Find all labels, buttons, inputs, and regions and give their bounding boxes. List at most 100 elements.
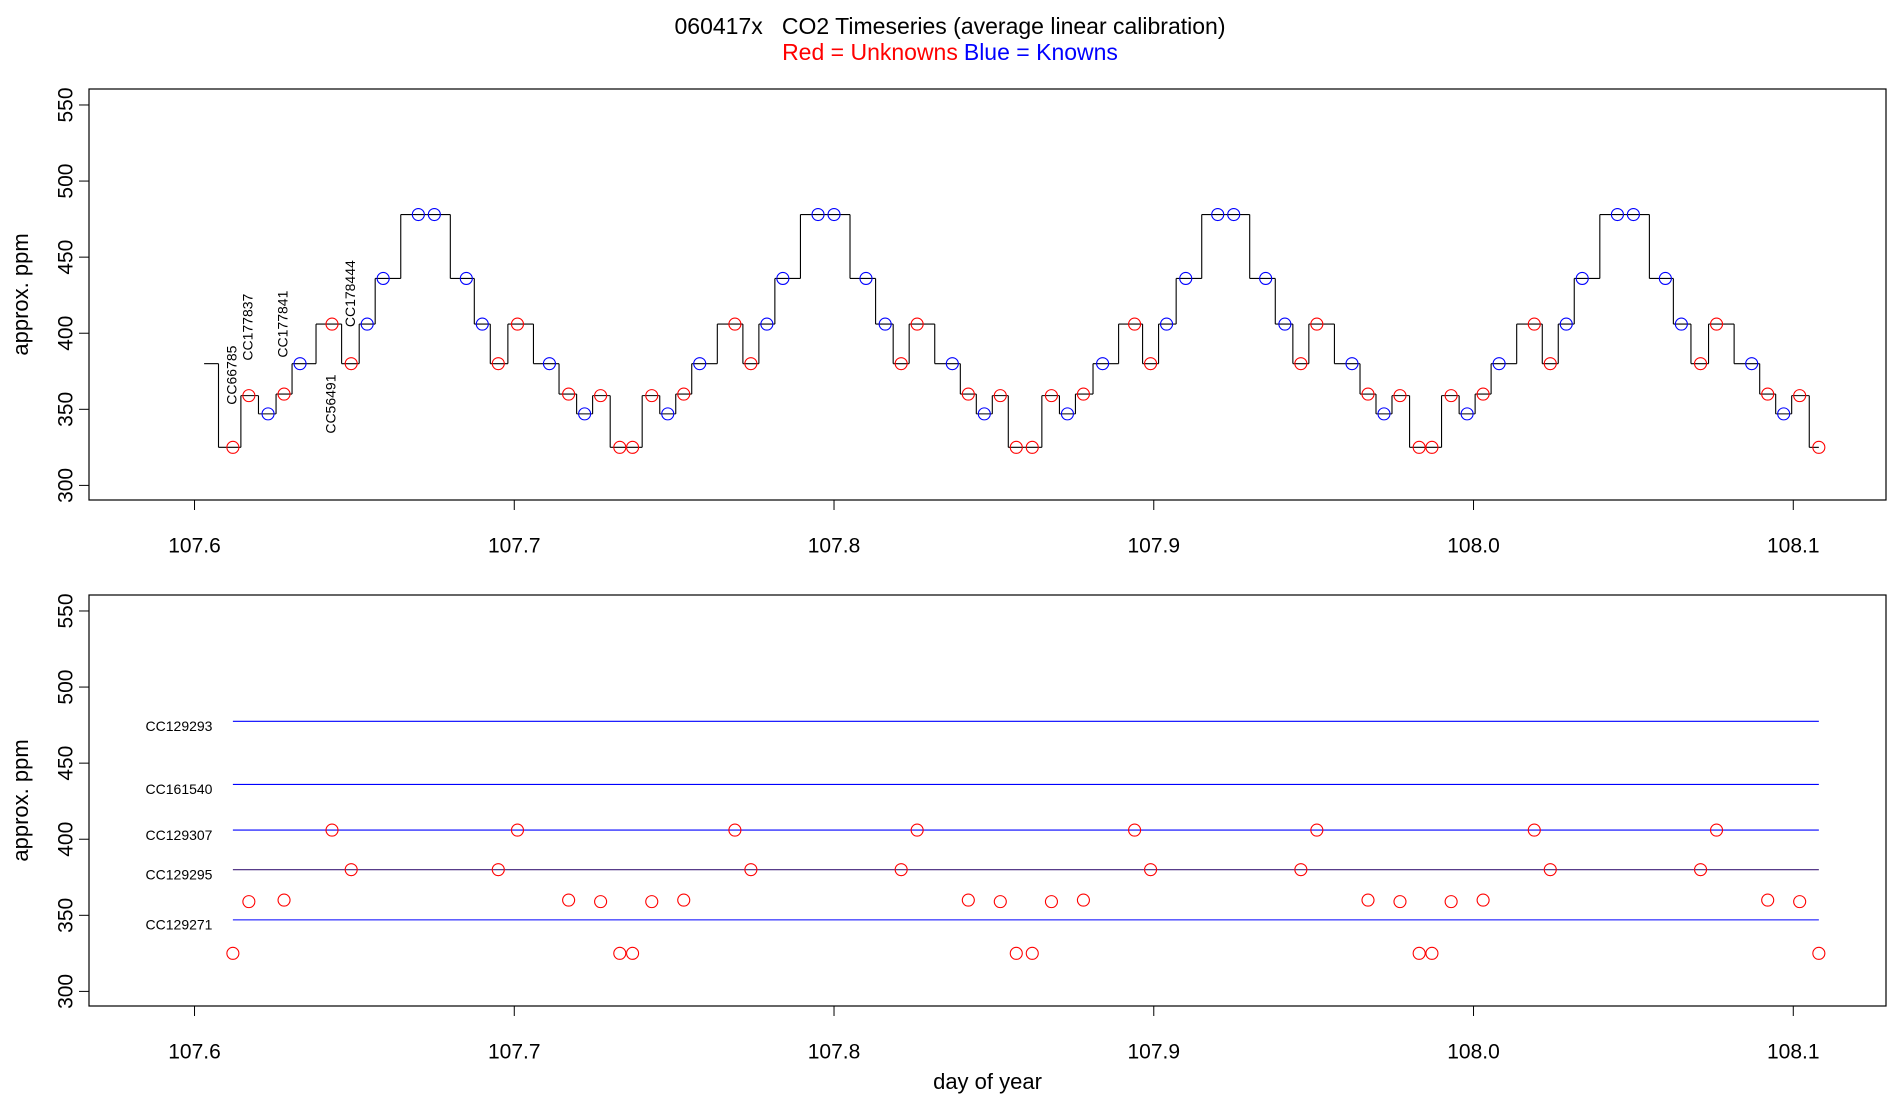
point — [510, 823, 525, 837]
point — [1693, 863, 1708, 877]
point — [910, 823, 924, 837]
point — [894, 357, 908, 371]
y-axis-title: approx. ppm — [8, 739, 33, 861]
point — [945, 357, 959, 371]
point — [542, 357, 556, 371]
point — [1211, 207, 1225, 222]
point — [1361, 387, 1375, 401]
annotation: CC56491 — [323, 374, 339, 433]
point — [645, 389, 659, 403]
point — [728, 317, 742, 331]
point — [744, 863, 758, 877]
point — [626, 946, 640, 960]
point — [1812, 440, 1826, 454]
point — [1412, 440, 1426, 454]
point — [562, 893, 576, 907]
point — [360, 317, 374, 331]
point — [1278, 317, 1292, 331]
x-tick-label: 107.9 — [1127, 535, 1180, 558]
point — [1044, 389, 1059, 403]
point — [1060, 407, 1074, 421]
point — [1761, 893, 1775, 907]
point — [677, 893, 691, 907]
y-tick-label: 450 — [55, 240, 78, 275]
point — [459, 271, 473, 285]
plot-frame — [88, 88, 1887, 501]
point — [878, 317, 892, 331]
point — [1009, 440, 1023, 454]
point — [1160, 317, 1174, 331]
point — [1009, 946, 1023, 960]
point — [1559, 317, 1573, 331]
point — [1361, 893, 1375, 907]
y-tick-label: 450 — [55, 746, 78, 781]
annotation: CC177841 — [275, 290, 291, 357]
point — [811, 207, 825, 222]
point — [1610, 207, 1624, 222]
x-tick-label: 108.1 — [1767, 535, 1820, 558]
point — [1543, 357, 1557, 371]
point — [1227, 207, 1241, 222]
point — [1144, 357, 1158, 371]
y-tick-label: 550 — [55, 87, 78, 122]
point — [226, 946, 240, 960]
point — [1294, 863, 1308, 877]
point — [594, 389, 608, 403]
point — [1444, 895, 1458, 909]
annotation: CC177837 — [240, 293, 256, 360]
x-tick-label: 108.0 — [1447, 535, 1500, 558]
point — [626, 440, 640, 454]
point — [1674, 317, 1688, 331]
x-tick-label: 107.8 — [808, 1041, 861, 1064]
x-tick-label: 108.1 — [1767, 1041, 1820, 1064]
point — [1626, 207, 1640, 222]
point — [645, 895, 659, 909]
point — [661, 407, 675, 421]
point — [1761, 387, 1775, 401]
point — [1345, 357, 1359, 371]
point — [325, 823, 339, 837]
point — [1425, 440, 1439, 454]
point — [1412, 946, 1426, 960]
annotation: CC178444 — [342, 260, 358, 327]
y-axis-title: approx. ppm — [8, 233, 33, 355]
point — [1179, 271, 1193, 285]
point — [1476, 387, 1490, 401]
y-tick-label: 350 — [55, 898, 78, 933]
point — [277, 387, 291, 401]
point — [1543, 863, 1557, 877]
chart-title: 060417x CO2 Timeseries (average linear c… — [675, 13, 1226, 39]
x-tick-label: 107.6 — [168, 535, 221, 558]
point — [1076, 387, 1090, 401]
point — [226, 440, 240, 454]
point — [344, 357, 358, 371]
point — [1096, 357, 1110, 371]
point — [1377, 407, 1391, 421]
point — [578, 407, 592, 421]
y-tick-label: 400 — [55, 822, 78, 857]
point — [728, 823, 742, 837]
point — [760, 317, 774, 331]
x-tick-label: 107.7 — [488, 535, 541, 558]
x-tick-label: 107.7 — [488, 1041, 541, 1064]
x-axis-title: day of year — [933, 1069, 1042, 1094]
point — [894, 863, 908, 877]
point — [1425, 946, 1439, 960]
point — [1310, 317, 1324, 331]
point — [491, 863, 505, 877]
point — [277, 893, 291, 907]
x-tick-label: 107.8 — [808, 535, 861, 558]
point — [510, 317, 525, 331]
point — [776, 271, 790, 285]
x-tick-label: 107.6 — [168, 1041, 221, 1064]
point — [993, 895, 1007, 909]
subtitle-part: Red = Unknowns — [782, 39, 958, 65]
point — [744, 357, 758, 371]
plot-frame — [88, 594, 1887, 1007]
point — [1044, 895, 1059, 909]
point — [1793, 389, 1807, 403]
point — [293, 357, 307, 371]
y-tick-label: 300 — [55, 974, 78, 1009]
point — [1476, 893, 1490, 907]
